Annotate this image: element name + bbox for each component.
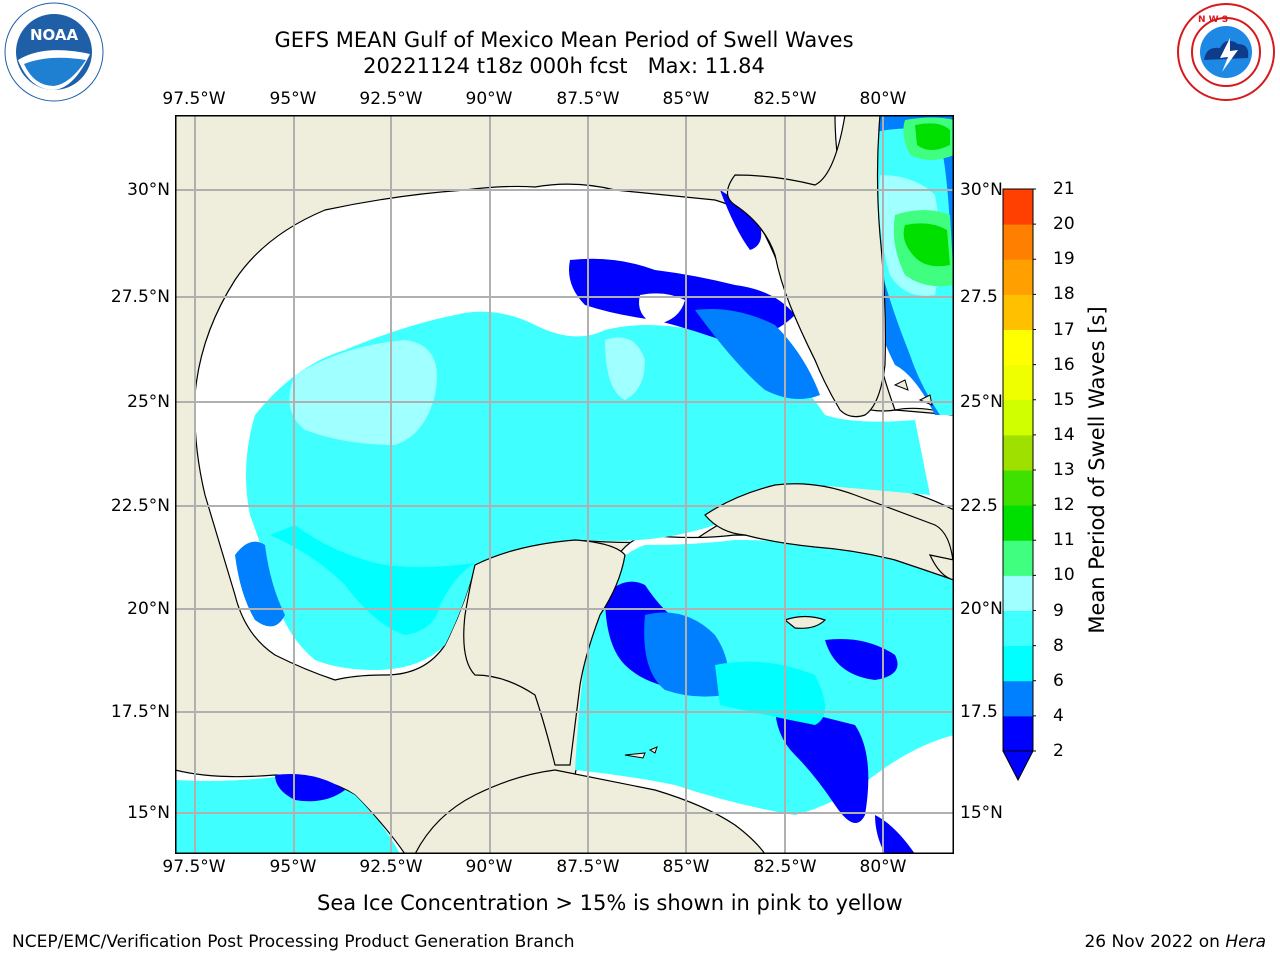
lon-label-top-97-5: 97.5°W xyxy=(162,89,226,109)
colorbar-tick-4: 4 xyxy=(1053,705,1064,726)
footer-host: Hera xyxy=(1225,932,1266,952)
colorbar-tick-6: 6 xyxy=(1053,670,1064,691)
colorbar-tick-11: 11 xyxy=(1053,530,1075,551)
noaa-logo-icon: NOAA xyxy=(4,2,104,102)
lon-label-bottom-97-5: 97.5°W xyxy=(162,857,226,877)
colorbar-band-15 xyxy=(1003,364,1033,401)
colorbar-extend-triangle xyxy=(1002,750,1034,782)
colorbar-tick-9: 9 xyxy=(1053,600,1064,621)
colorbar-tick-21: 21 xyxy=(1053,179,1075,199)
lat-label-right-30: 30°N xyxy=(960,180,1003,200)
lon-label-top-95: 95°W xyxy=(269,89,317,109)
colorbar-band-13 xyxy=(1003,434,1033,471)
lat-label-left-15: 15°N xyxy=(127,803,170,823)
lat-label-left-25: 25°N xyxy=(127,392,170,412)
colorbar-svg xyxy=(1002,188,1036,782)
lon-label-bottom-87-5: 87.5°W xyxy=(556,857,620,877)
title-line-1: GEFS MEAN Gulf of Mexico Mean Period of … xyxy=(274,28,854,52)
map-panel xyxy=(175,115,954,854)
colorbar-tick-15: 15 xyxy=(1053,389,1075,410)
map-frame xyxy=(175,115,954,854)
lat-label-left-20: 20°N xyxy=(127,599,170,619)
lon-label-bottom-90: 90°W xyxy=(465,857,513,877)
colorbar-tick-13: 13 xyxy=(1053,460,1075,480)
lat-label-right-17-5: 17.5 xyxy=(960,702,998,722)
footer-date: 26 Nov 2022 on xyxy=(1084,932,1226,952)
colorbar-band-4 xyxy=(1003,680,1033,717)
lat-label-right-27-5: 27.5 xyxy=(960,287,998,307)
lon-label-top-87-5: 87.5°W xyxy=(556,89,620,109)
jamaica-land xyxy=(783,615,827,629)
lon-label-top-82-5: 82.5°W xyxy=(753,89,817,109)
lon-label-bottom-80: 80°W xyxy=(859,857,907,877)
lat-label-right-15: 15°N xyxy=(960,803,1003,823)
noaa-logo-text: NOAA xyxy=(30,26,79,44)
colorbar-band-6 xyxy=(1003,645,1033,682)
small-islands xyxy=(624,746,658,759)
colorbar-tick-17: 17 xyxy=(1053,319,1075,340)
lat-label-right-20: 20°N xyxy=(960,599,1003,619)
colorbar-label: Mean Period of Swell Waves [s] xyxy=(1085,306,1109,634)
title-line-2: 20221124 t18z 000h fcst Max: 11.84 xyxy=(363,54,765,78)
lon-label-bottom-82-5: 82.5°W xyxy=(753,857,817,877)
lon-label-top-80: 80°W xyxy=(859,89,907,109)
lat-label-right-22-5: 22.5 xyxy=(960,496,998,516)
colorbar-tick-16: 16 xyxy=(1053,354,1075,375)
lon-label-bottom-85: 85°W xyxy=(662,857,710,877)
colorbar-band-14 xyxy=(1003,399,1033,436)
colorbar-ticks: 2 4 6 8 9 10 11 12 13 14 15 16 17 18 19 20 21 xyxy=(1038,179,1078,788)
colorbar-tick-10: 10 xyxy=(1053,565,1075,586)
colorbar-band-2 xyxy=(1003,715,1033,752)
colorbar-tick-18: 18 xyxy=(1053,284,1075,305)
lon-label-bottom-95: 95°W xyxy=(269,857,317,877)
colorbar-band-10 xyxy=(1003,540,1033,576)
colorbar-tick-14: 14 xyxy=(1053,424,1075,445)
colorbar-tick-19: 19 xyxy=(1053,249,1075,270)
lat-label-left-17-5: 17.5°N xyxy=(110,702,170,722)
colorbar-band-18 xyxy=(1003,259,1033,295)
yucatan-land xyxy=(463,539,626,766)
footer-right: 26 Nov 2022 on Hera xyxy=(1084,932,1266,952)
colorbar-tick-12: 12 xyxy=(1053,495,1075,516)
lon-label-top-92-5: 92.5°W xyxy=(359,89,423,109)
sea-ice-caption: Sea Ice Concentration > 15% is shown in … xyxy=(317,891,903,915)
gridlines xyxy=(175,115,954,854)
nws-logo-icon: N W S xyxy=(1177,3,1275,101)
colorbar-band-9 xyxy=(1003,575,1033,611)
colorbar-band-20 xyxy=(1003,189,1033,225)
colorbar-tick-8: 8 xyxy=(1053,635,1064,656)
colorbar-tick-20: 20 xyxy=(1053,214,1075,235)
svg-text:N W S: N W S xyxy=(1198,15,1228,25)
noaa-logo: NOAA xyxy=(4,2,104,102)
lat-label-left-27-5: 27.5°N xyxy=(110,287,170,307)
colorbar-band-11 xyxy=(1003,505,1033,541)
lon-label-bottom-92-5: 92.5°W xyxy=(359,857,423,877)
colorbar-band-19 xyxy=(1003,224,1033,260)
colorbar-band-12 xyxy=(1003,470,1033,506)
lat-label-right-25: 25°N xyxy=(960,392,1003,412)
colorbar xyxy=(1002,188,1036,783)
hispaniola-land xyxy=(928,554,954,581)
footer-left: NCEP/EMC/Verification Post Processing Pr… xyxy=(12,932,575,952)
lat-label-left-22-5: 22.5°N xyxy=(110,496,170,516)
lon-label-top-90: 90°W xyxy=(465,89,513,109)
nws-logo: N W S xyxy=(1176,2,1276,102)
colorbar-band-8 xyxy=(1003,610,1033,647)
map-svg xyxy=(175,115,954,854)
colorbar-tick-2: 2 xyxy=(1053,741,1064,761)
colorbar-band-17 xyxy=(1003,294,1033,330)
colorbar-band-16 xyxy=(1003,329,1033,366)
lon-label-top-85: 85°W xyxy=(662,89,710,109)
lat-label-left-30: 30°N xyxy=(127,180,170,200)
